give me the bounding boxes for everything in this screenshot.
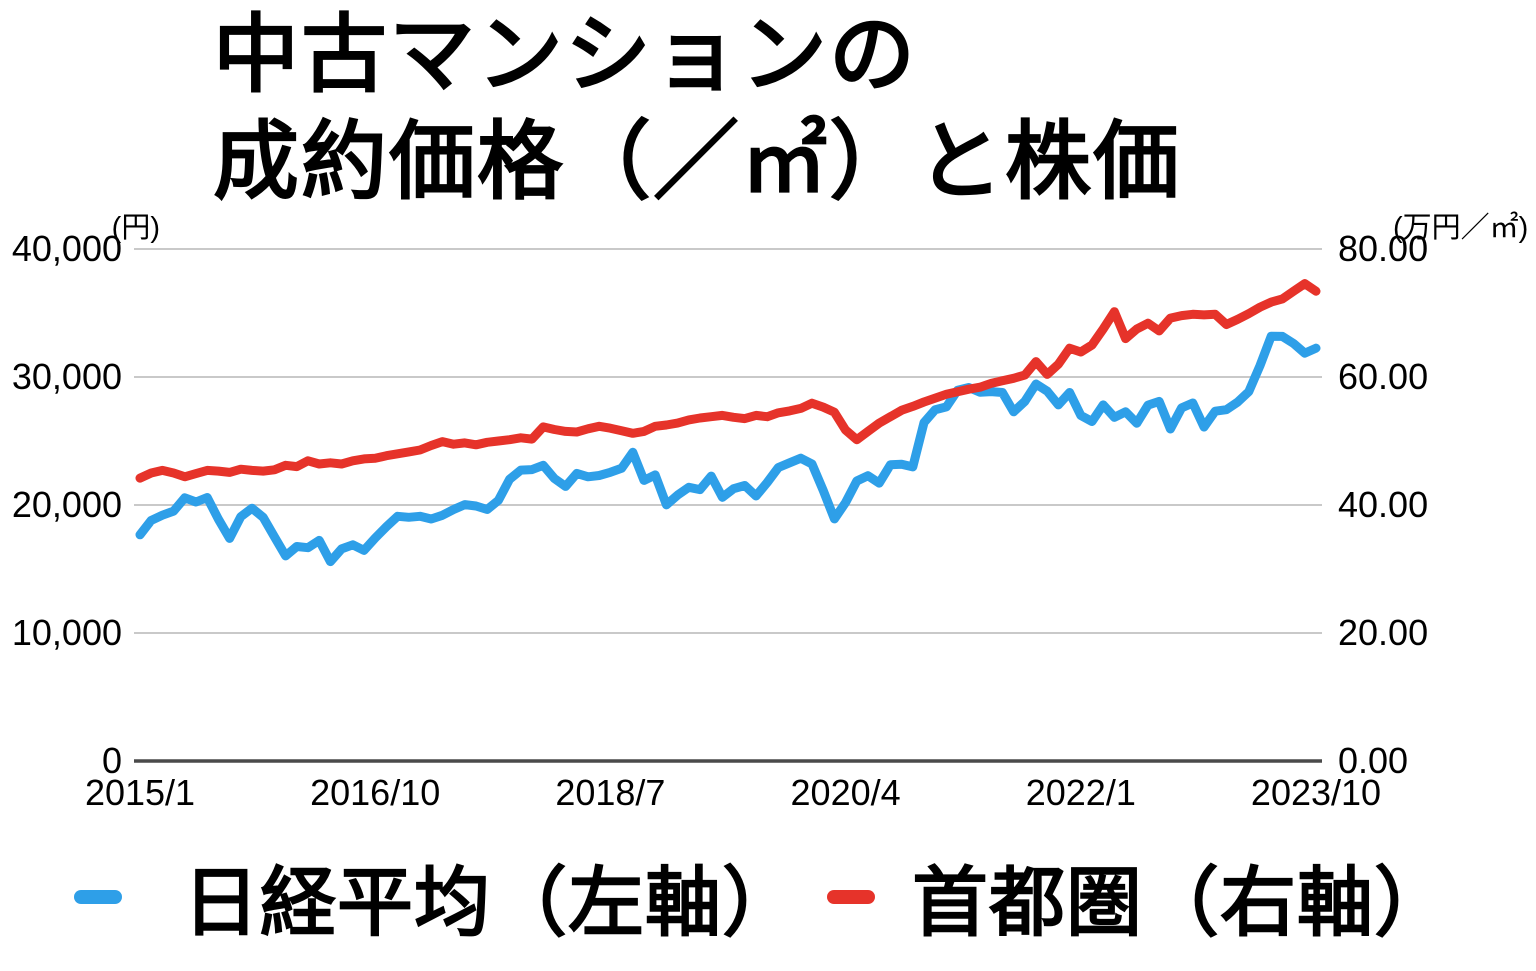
y-axis-tick-right: 80.00 xyxy=(1338,228,1429,269)
legend-label-shutoken: 首都圏（右軸） xyxy=(912,861,1451,946)
y-axis-tick-right: 0.00 xyxy=(1338,740,1409,781)
page-title-line1: 中古マンションの xyxy=(213,7,917,103)
y-axis-tick-right: 40.00 xyxy=(1338,484,1429,525)
x-axis-tick: 2022/1 xyxy=(1025,772,1136,813)
page-title-line2: 成約価格（／㎡）と株価 xyxy=(213,113,1181,210)
x-axis-tick: 2023/10 xyxy=(1250,772,1382,813)
y-axis-tick-left: 20,000 xyxy=(11,484,122,525)
x-axis-tick: 2015/1 xyxy=(84,772,196,813)
legend-swatch-nikkei xyxy=(74,890,122,904)
legend-label-nikkei: 日経平均（左軸） xyxy=(183,861,799,946)
left-axis-unit-label: (円) xyxy=(111,212,160,244)
legend-swatch-shutoken xyxy=(827,890,875,904)
y-axis-tick-left: 40,000 xyxy=(11,228,122,269)
x-axis-tick: 2020/4 xyxy=(790,772,901,813)
y-axis-tick-right: 20.00 xyxy=(1338,612,1429,653)
series-line-shutoken xyxy=(135,279,1321,483)
y-axis-tick-right: 60.00 xyxy=(1338,356,1429,397)
right-axis-unit-label: (万円／㎡) xyxy=(1393,212,1529,244)
x-axis-tick: 2016/10 xyxy=(310,772,441,813)
x-axis-tick: 2018/7 xyxy=(555,772,666,813)
y-axis-tick-left: 30,000 xyxy=(11,356,122,397)
y-axis-tick-left: 10,000 xyxy=(11,612,122,653)
series-line-nikkei xyxy=(135,331,1321,567)
page-title: 中古マンションの 成約価格（／㎡）と株価 xyxy=(213,2,1181,215)
y-axis-tick-left: 0 xyxy=(101,740,122,781)
